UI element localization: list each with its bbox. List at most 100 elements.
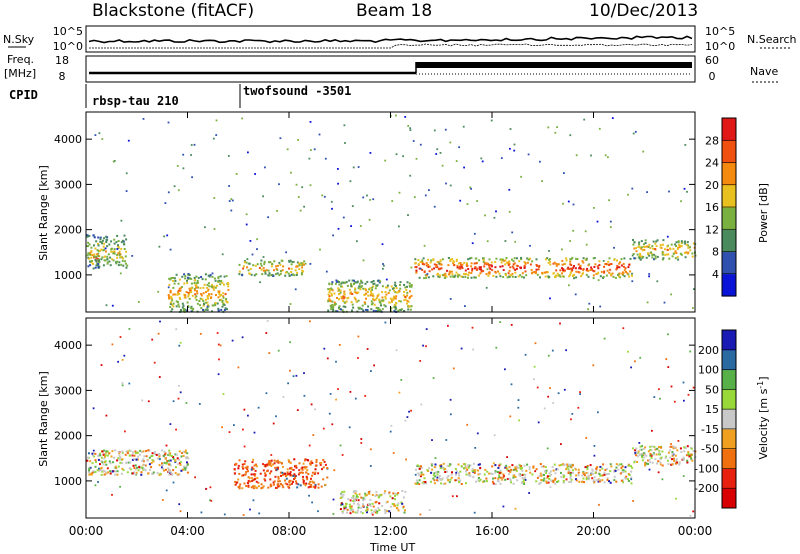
frequency-panel: 18 8 60 0 (55, 54, 719, 83)
velocity-colorbar-label-exp: -1 (756, 381, 765, 389)
heatmap-cell (664, 456, 667, 459)
heatmap-cell (118, 454, 121, 457)
heatmap-cell (206, 290, 209, 292)
scatter-cell (410, 266, 413, 269)
heatmap-cell (309, 480, 312, 483)
heatmap-cell (508, 275, 511, 278)
scatter-cell (313, 148, 316, 151)
heatmap-cell (574, 468, 577, 471)
scatter-cell (112, 160, 115, 163)
heatmap-cell (117, 451, 120, 454)
heatmap-cell (592, 472, 594, 475)
heatmap-cell (110, 247, 113, 250)
heatmap-cell (242, 467, 245, 470)
heatmap-cell (348, 503, 351, 506)
heatmap-cell (336, 280, 339, 283)
heatmap-cell (116, 459, 119, 462)
heatmap-cell (434, 475, 437, 478)
heatmap-cell (169, 471, 172, 474)
scatter-cell (341, 503, 344, 506)
scatter-cell (272, 422, 275, 425)
heatmap-cell (532, 271, 535, 274)
heatmap-cell (178, 305, 181, 308)
heatmap-cell (571, 469, 574, 472)
heatmap-cell (467, 464, 470, 467)
heatmap-cell (455, 479, 458, 482)
scatter-cell (301, 186, 304, 189)
heatmap-cell (348, 279, 351, 282)
heatmap-cell (492, 477, 495, 480)
heatmap-cell (187, 295, 190, 298)
velocity-ylabel: Slant Range [km] (37, 371, 50, 467)
heatmap-cell (468, 472, 471, 475)
heatmap-cell (643, 245, 645, 248)
heatmap-cell (333, 292, 336, 295)
heatmap-cell (314, 486, 317, 489)
heatmap-cell (582, 269, 585, 272)
heatmap-cell (186, 301, 189, 304)
scatter-cell (230, 209, 233, 212)
heatmap-cell (377, 494, 380, 497)
heatmap-cell (430, 471, 433, 474)
heatmap-cell (258, 267, 261, 269)
heatmap-cell (654, 458, 657, 461)
scatter-cell (351, 205, 354, 207)
heatmap-cell (262, 485, 265, 488)
heatmap-cell (315, 461, 318, 464)
scatter-cell (151, 338, 154, 341)
scatter-cell (575, 154, 578, 157)
heatmap-cell (108, 460, 111, 463)
heatmap-cell (222, 303, 225, 306)
heatmap-cell (524, 473, 527, 476)
heatmap-cell (226, 301, 229, 304)
heatmap-cell (577, 263, 580, 266)
heatmap-cell (404, 509, 406, 512)
heatmap-cell (117, 465, 120, 468)
heatmap-cell (350, 505, 353, 508)
heatmap-cell (452, 275, 455, 278)
heatmap-cell (384, 512, 387, 515)
heatmap-cell (543, 474, 545, 476)
heatmap-cell (252, 473, 255, 476)
scatter-cell (395, 153, 398, 156)
heatmap-cell (471, 269, 474, 272)
heatmap-cell (560, 471, 562, 474)
heatmap-cell (118, 253, 121, 256)
heatmap-cell (277, 475, 280, 478)
heatmap-cell (363, 498, 366, 501)
heatmap-cell (655, 447, 658, 450)
heatmap-cell (260, 259, 263, 262)
heatmap-cell (176, 457, 179, 460)
heatmap-cell (375, 494, 378, 497)
heatmap-cell (298, 469, 301, 472)
heatmap-cell (221, 281, 224, 284)
heatmap-cell (640, 246, 643, 249)
heatmap-cell (121, 256, 123, 259)
heatmap-cell (173, 293, 176, 296)
scatter-cell (425, 328, 428, 330)
scatter-cell (565, 349, 567, 352)
heatmap-cell (340, 308, 342, 311)
scatter-cell (176, 165, 179, 167)
heatmap-cell (562, 463, 565, 466)
heatmap-cell (89, 473, 92, 476)
heatmap-cell (514, 268, 517, 271)
heatmap-cell (622, 471, 625, 473)
heatmap-cell (532, 466, 535, 469)
heatmap-cell (288, 481, 291, 483)
heatmap-cell (609, 463, 612, 466)
scatter-cell (687, 393, 690, 396)
scatter-cell (634, 360, 636, 363)
heatmap-cell (181, 452, 184, 454)
heatmap-cell (671, 451, 674, 453)
scatter-cell (223, 513, 226, 516)
scatter-cell (419, 143, 422, 146)
heatmap-cell (180, 309, 182, 311)
scatter-cell (537, 421, 540, 424)
heatmap-cell (247, 482, 249, 484)
heatmap-cell (365, 308, 367, 311)
heatmap-cell (250, 468, 253, 471)
scatter-cell (528, 492, 530, 494)
scatter-cell (98, 467, 100, 470)
